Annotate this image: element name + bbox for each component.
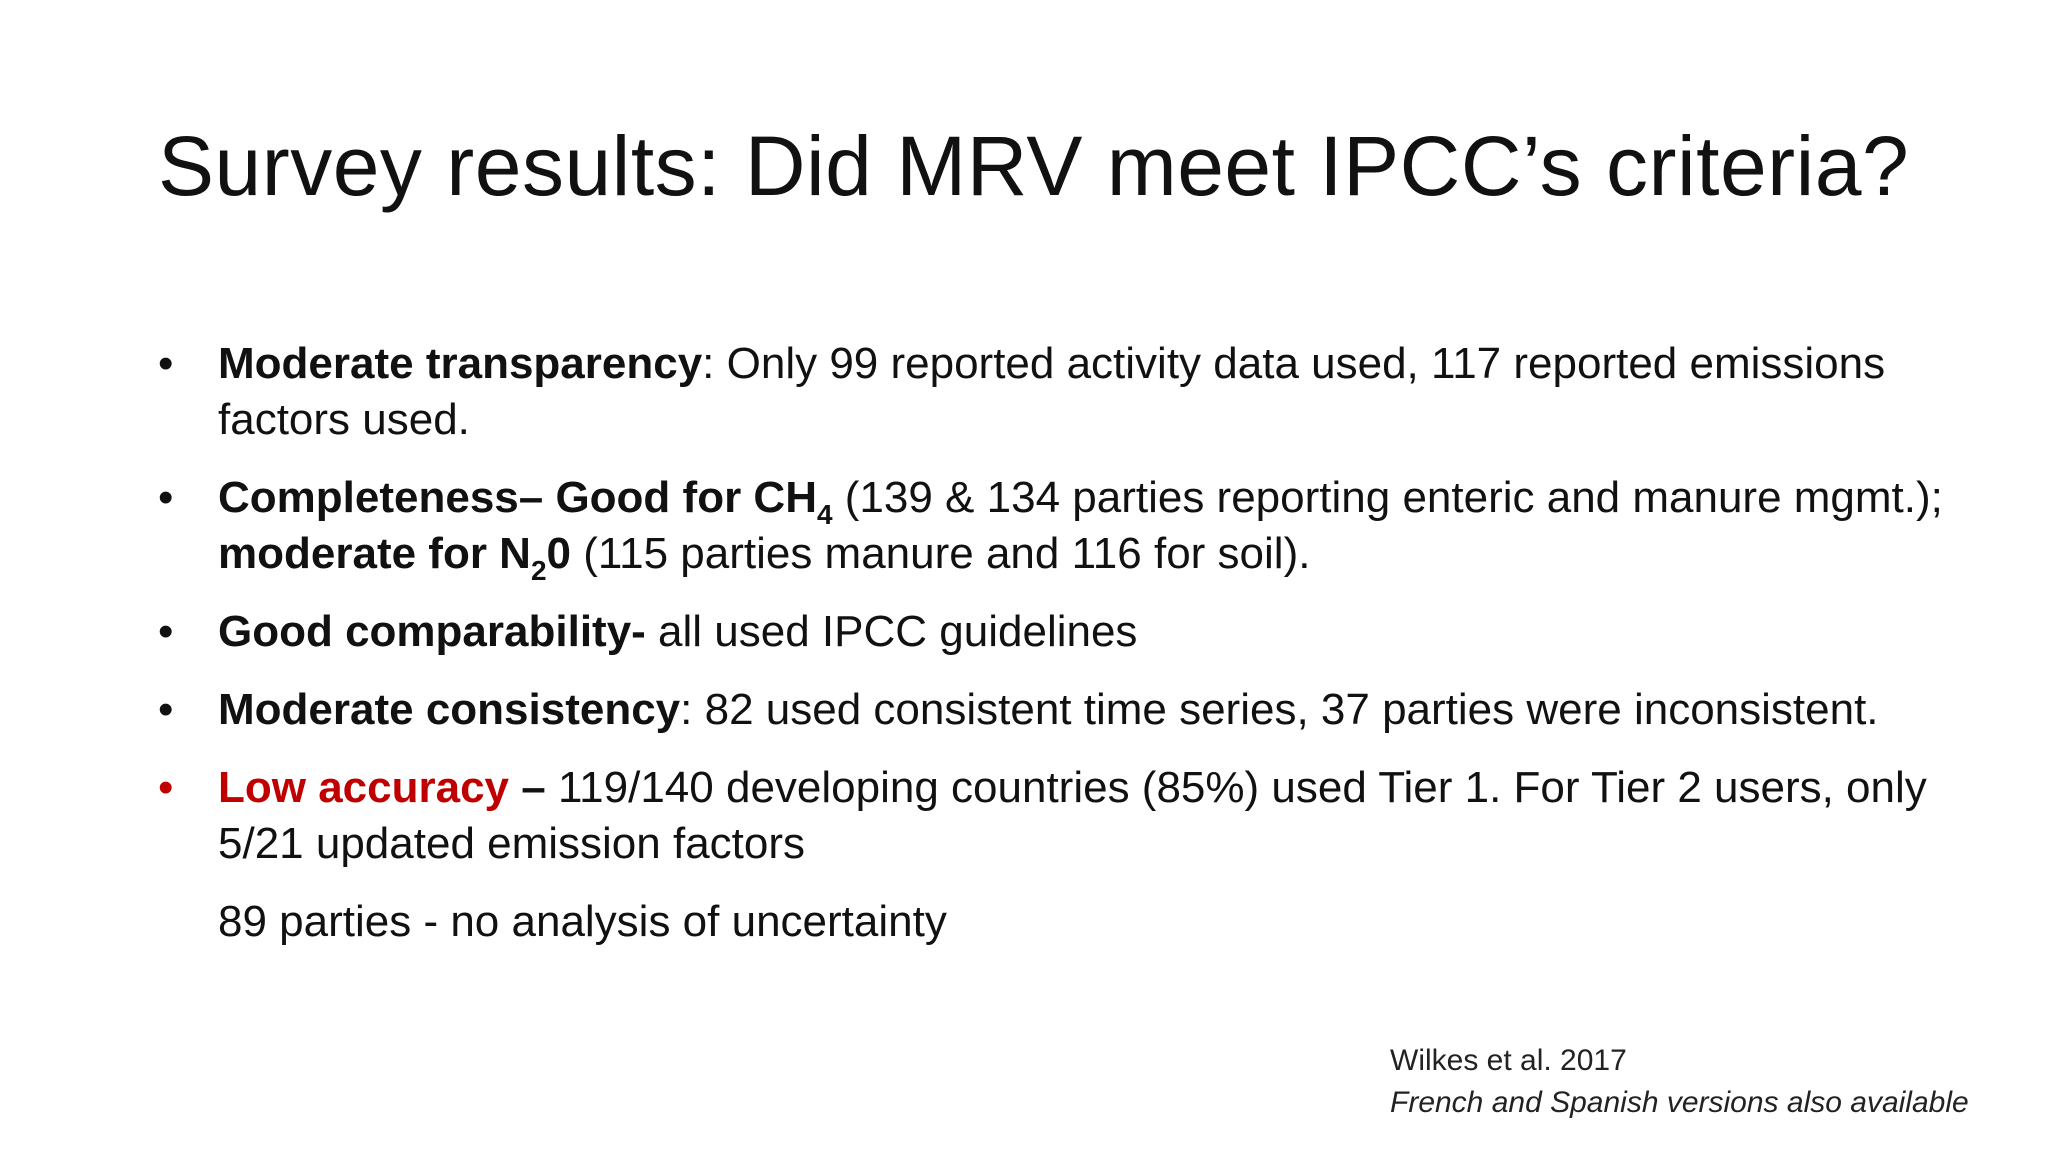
subscript-4: 4 — [816, 499, 833, 530]
bullet-text: 119/140 developing countries (85%) used … — [218, 763, 1927, 868]
bullet-heading-red: Low accuracy — [218, 763, 510, 812]
citation: Wilkes et al. 2017 French and Spanish ve… — [1390, 1040, 1969, 1124]
bullet-text: : Only 99 reported activity data used, 1… — [218, 339, 1886, 444]
bullet-heading: Completeness– Good for CH — [218, 473, 817, 522]
bullet-text: all used IPCC guidelines — [645, 607, 1138, 656]
bullet-dot: • — [158, 685, 174, 734]
bullet-heading: Good comparability- — [218, 607, 646, 656]
bullet-heading: Moderate consistency — [218, 685, 681, 734]
bullet-dash: – — [509, 763, 546, 812]
citation-author: Wilkes et al. 2017 — [1390, 1044, 1627, 1077]
bullet-dot: • — [158, 607, 174, 656]
bullet-dot: • — [158, 473, 174, 522]
bullet-comparability: • Good comparability- all used IPCC guid… — [158, 604, 1958, 660]
bullet-heading-2b: 0 — [546, 529, 572, 578]
bullet-text-2: (115 parties manure and 116 for soil). — [571, 529, 1311, 578]
bullet-transparency: • Moderate transparency: Only 99 reporte… — [158, 336, 1958, 448]
uncertainty-line: 89 parties - no analysis of uncertainty — [218, 897, 947, 946]
bullet-consistency: • Moderate consistency: 82 used consiste… — [158, 682, 1958, 738]
bullet-accuracy: • Low accuracy – 119/140 developing coun… — [158, 760, 1958, 872]
bullet-heading-2: moderate for N — [218, 529, 531, 578]
bullet-dot-red: • — [158, 763, 174, 812]
subscript-2: 2 — [530, 555, 547, 586]
bullet-dot: • — [158, 339, 174, 388]
bullet-heading: Moderate transparency — [218, 339, 703, 388]
citation-note: French and Spanish versions also availab… — [1390, 1086, 1969, 1119]
bullet-text: : 82 used consistent time series, 37 par… — [680, 685, 1879, 734]
bullet-list: • Moderate transparency: Only 99 reporte… — [158, 336, 1958, 950]
bullet-completeness: • Completeness– Good for CH4 (139 & 134 … — [158, 470, 1958, 585]
slide-title: Survey results: Did MRV meet IPCC’s crit… — [158, 119, 1910, 213]
bullet-text: (139 & 134 parties reporting enteric and… — [832, 473, 1943, 522]
